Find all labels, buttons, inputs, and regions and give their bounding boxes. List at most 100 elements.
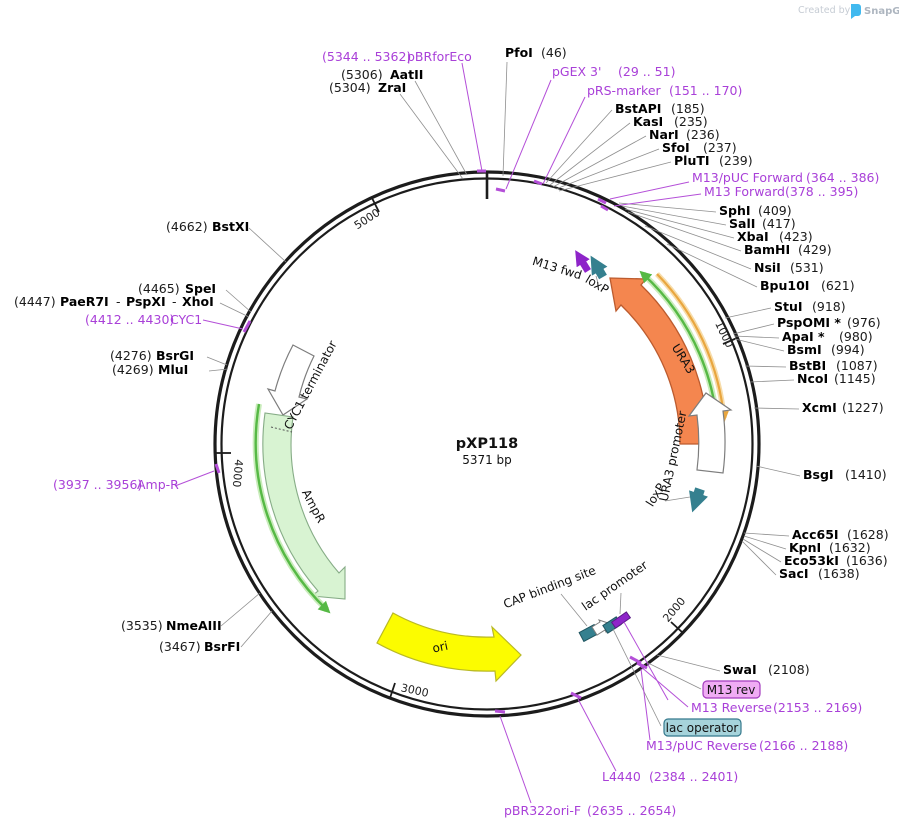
site-pos-swai[interactable]: (2108) [768,662,810,677]
site-label-sali[interactable]: SalI [729,216,755,231]
feature-arrow-ori[interactable] [376,612,522,683]
primer-label-cyc1[interactable]: CYC1 [170,312,202,327]
primer-label-pbr322ori-f[interactable]: pBR322ori-F [504,803,581,818]
site-label-pfoi[interactable]: PfoI [505,45,533,60]
site-label-mlui[interactable]: MluI [158,362,188,377]
site-pos-pluti[interactable]: (239) [719,153,753,168]
primer-range-cyc1[interactable]: (4412 .. 4430) [85,312,174,327]
site-label-saci[interactable]: SacI [779,566,809,581]
site-pos-sali[interactable]: (417) [762,216,796,231]
site-label-pluti[interactable]: PluTI [674,153,710,168]
feature-label-m13-fwd[interactable]: M13 fwd [531,254,584,282]
site-pos-aatii[interactable]: (5306) [341,67,383,82]
site-label-xhoi[interactable]: XhoI [182,294,214,309]
primer-range-pgex3[interactable]: (29 .. 51) [618,64,675,79]
site-label-nmeaiii[interactable]: NmeAIII [166,618,222,633]
site-label-zrai[interactable]: ZraI [378,80,406,95]
primer-range-m13puc-forward[interactable]: (364 .. 386) [806,170,879,185]
site-pos-apai[interactable]: (980) [839,329,873,344]
site-label-nsii[interactable]: NsiI [754,260,781,275]
site-pos-xcmi[interactable]: (1227) [842,400,884,415]
site-label-aatii[interactable]: AatII [390,67,423,82]
m13-rev-boxed-label[interactable]: M13 rev [707,683,756,697]
site-label-sfoi[interactable]: SfoI [662,140,690,155]
site-label-pspxi[interactable]: PspXI [126,294,166,309]
primer-range-pbr322ori-f[interactable]: (2635 .. 2654) [587,803,676,818]
primer-range-m13-forward[interactable]: (378 .. 395) [785,184,858,199]
lac-operator-boxed-label-bg[interactable] [663,718,742,737]
site-label-bstbi[interactable]: BstBI [789,358,826,373]
site-label-stui[interactable]: StuI [774,299,803,314]
site-label-kpni[interactable]: KpnI [789,540,821,555]
site-pos-sfoi[interactable]: (237) [703,140,737,155]
site-pos-xbai[interactable]: (423) [779,229,813,244]
site-label-bsrfi[interactable]: BsrFI [204,639,240,654]
site-pos-eco53ki[interactable]: (1636) [846,553,888,568]
site-label-bamhi[interactable]: BamHI [744,242,790,257]
site-label-bsrgi[interactable]: BsrGI [156,348,194,363]
site-pos-paer7i[interactable]: (4447) [14,294,56,309]
site-label-bpu10i[interactable]: Bpu10I [760,278,809,293]
site-pos-bstxi[interactable]: (4662) [166,219,208,234]
m13-rev-boxed-label-bg[interactable] [702,680,761,699]
primer-range-pbrforeco[interactable]: (5344 .. 5362) [322,49,411,64]
site-label-ncoi[interactable]: NcoI [797,371,828,386]
site-pos-bsrfi[interactable]: (3467) [159,639,201,654]
primer-range-m13puc-reverse[interactable]: (2166 .. 2188) [759,738,848,753]
feature-arrow-lac-promoter[interactable] [591,619,609,636]
site-pos-pfoi[interactable]: (46) [541,45,567,60]
site-label-eco53ki[interactable]: Eco53kI [784,553,839,568]
site-label-bsmi[interactable]: BsmI [787,342,822,357]
feature-block-m13-rev-primer[interactable] [610,611,632,629]
feature-arrow-ura3-promoter[interactable] [687,392,733,474]
feature-arrow-m13-fwd[interactable] [575,250,591,273]
feature-label-loxp-top[interactable]: loxP [583,272,611,297]
primer-label-prs-marker[interactable]: pRS-marker [587,83,662,98]
site-pos-sphi[interactable]: (409) [758,203,792,218]
feature-arrow-ampr[interactable] [262,412,346,600]
primer-label-l4440[interactable]: L4440 [602,769,641,784]
site-label-kasi[interactable]: KasI [633,114,663,129]
feature-arrow-loxp-top[interactable] [590,255,608,280]
site-label-pspomi[interactable]: PspOMI * [777,315,841,330]
primer-label-m13puc-reverse[interactable]: M13/pUC Reverse [646,738,757,753]
site-label-xbai[interactable]: XbaI [737,229,769,244]
feature-arrow-loxp-bottom[interactable] [689,487,709,513]
site-label-acc65i[interactable]: Acc65I [792,527,839,542]
site-pos-stui[interactable]: (918) [812,299,846,314]
feature-label-ori[interactable]: ori [431,639,449,656]
site-pos-bpu10i[interactable]: (621) [821,278,855,293]
site-pos-acc65i[interactable]: (1628) [847,527,889,542]
site-pos-spei[interactable]: (4465) [138,281,180,296]
site-label-nari[interactable]: NarI [649,127,679,142]
primer-label-m13puc-forward[interactable]: M13/pUC Forward [692,170,803,185]
primer-range-m13-reverse[interactable]: (2153 .. 2169) [773,700,862,715]
site-label-apai[interactable]: ApaI * [782,329,825,344]
site-pos-nmeaiii[interactable]: (3535) [121,618,163,633]
feature-arrow-cyc1-terminator[interactable] [266,344,315,416]
site-pos-kasi[interactable]: (235) [674,114,708,129]
primer-label-pgex3[interactable]: pGEX 3' [552,64,601,79]
primer-range-amp-r[interactable]: (3937 .. 3956) [53,477,142,492]
primer-label-m13-forward[interactable]: M13 Forward [704,184,785,199]
primer-label-amp-r[interactable]: Amp-R [137,477,179,492]
site-label-sphi[interactable]: SphI [719,203,751,218]
site-pos-nari[interactable]: (236) [686,127,720,142]
site-pos-nsii[interactable]: (531) [790,260,824,275]
lac-operator-boxed-label[interactable]: lac operator [666,721,739,735]
primer-label-pbrforeco[interactable]: pBRforEco [407,49,472,64]
site-pos-zrai[interactable]: (5304) [329,80,371,95]
site-pos-ncoi[interactable]: (1145) [834,371,876,386]
site-pos-bsgi[interactable]: (1410) [845,467,887,482]
site-label-spei[interactable]: SpeI [185,281,216,296]
primer-range-prs-marker[interactable]: (151 .. 170) [669,83,742,98]
site-pos-mlui[interactable]: (4269) [112,362,154,377]
site-pos-bsmi[interactable]: (994) [831,342,865,357]
site-label-xcmi[interactable]: XcmI [802,400,837,415]
site-label-bstxi[interactable]: BstXI [212,219,249,234]
site-label-bsgi[interactable]: BsgI [803,467,834,482]
site-pos-bsrgi[interactable]: (4276) [110,348,152,363]
site-pos-saci[interactable]: (1638) [818,566,860,581]
site-label-paer7i[interactable]: PaeR7I [60,294,109,309]
site-label-swai[interactable]: SwaI [723,662,757,677]
